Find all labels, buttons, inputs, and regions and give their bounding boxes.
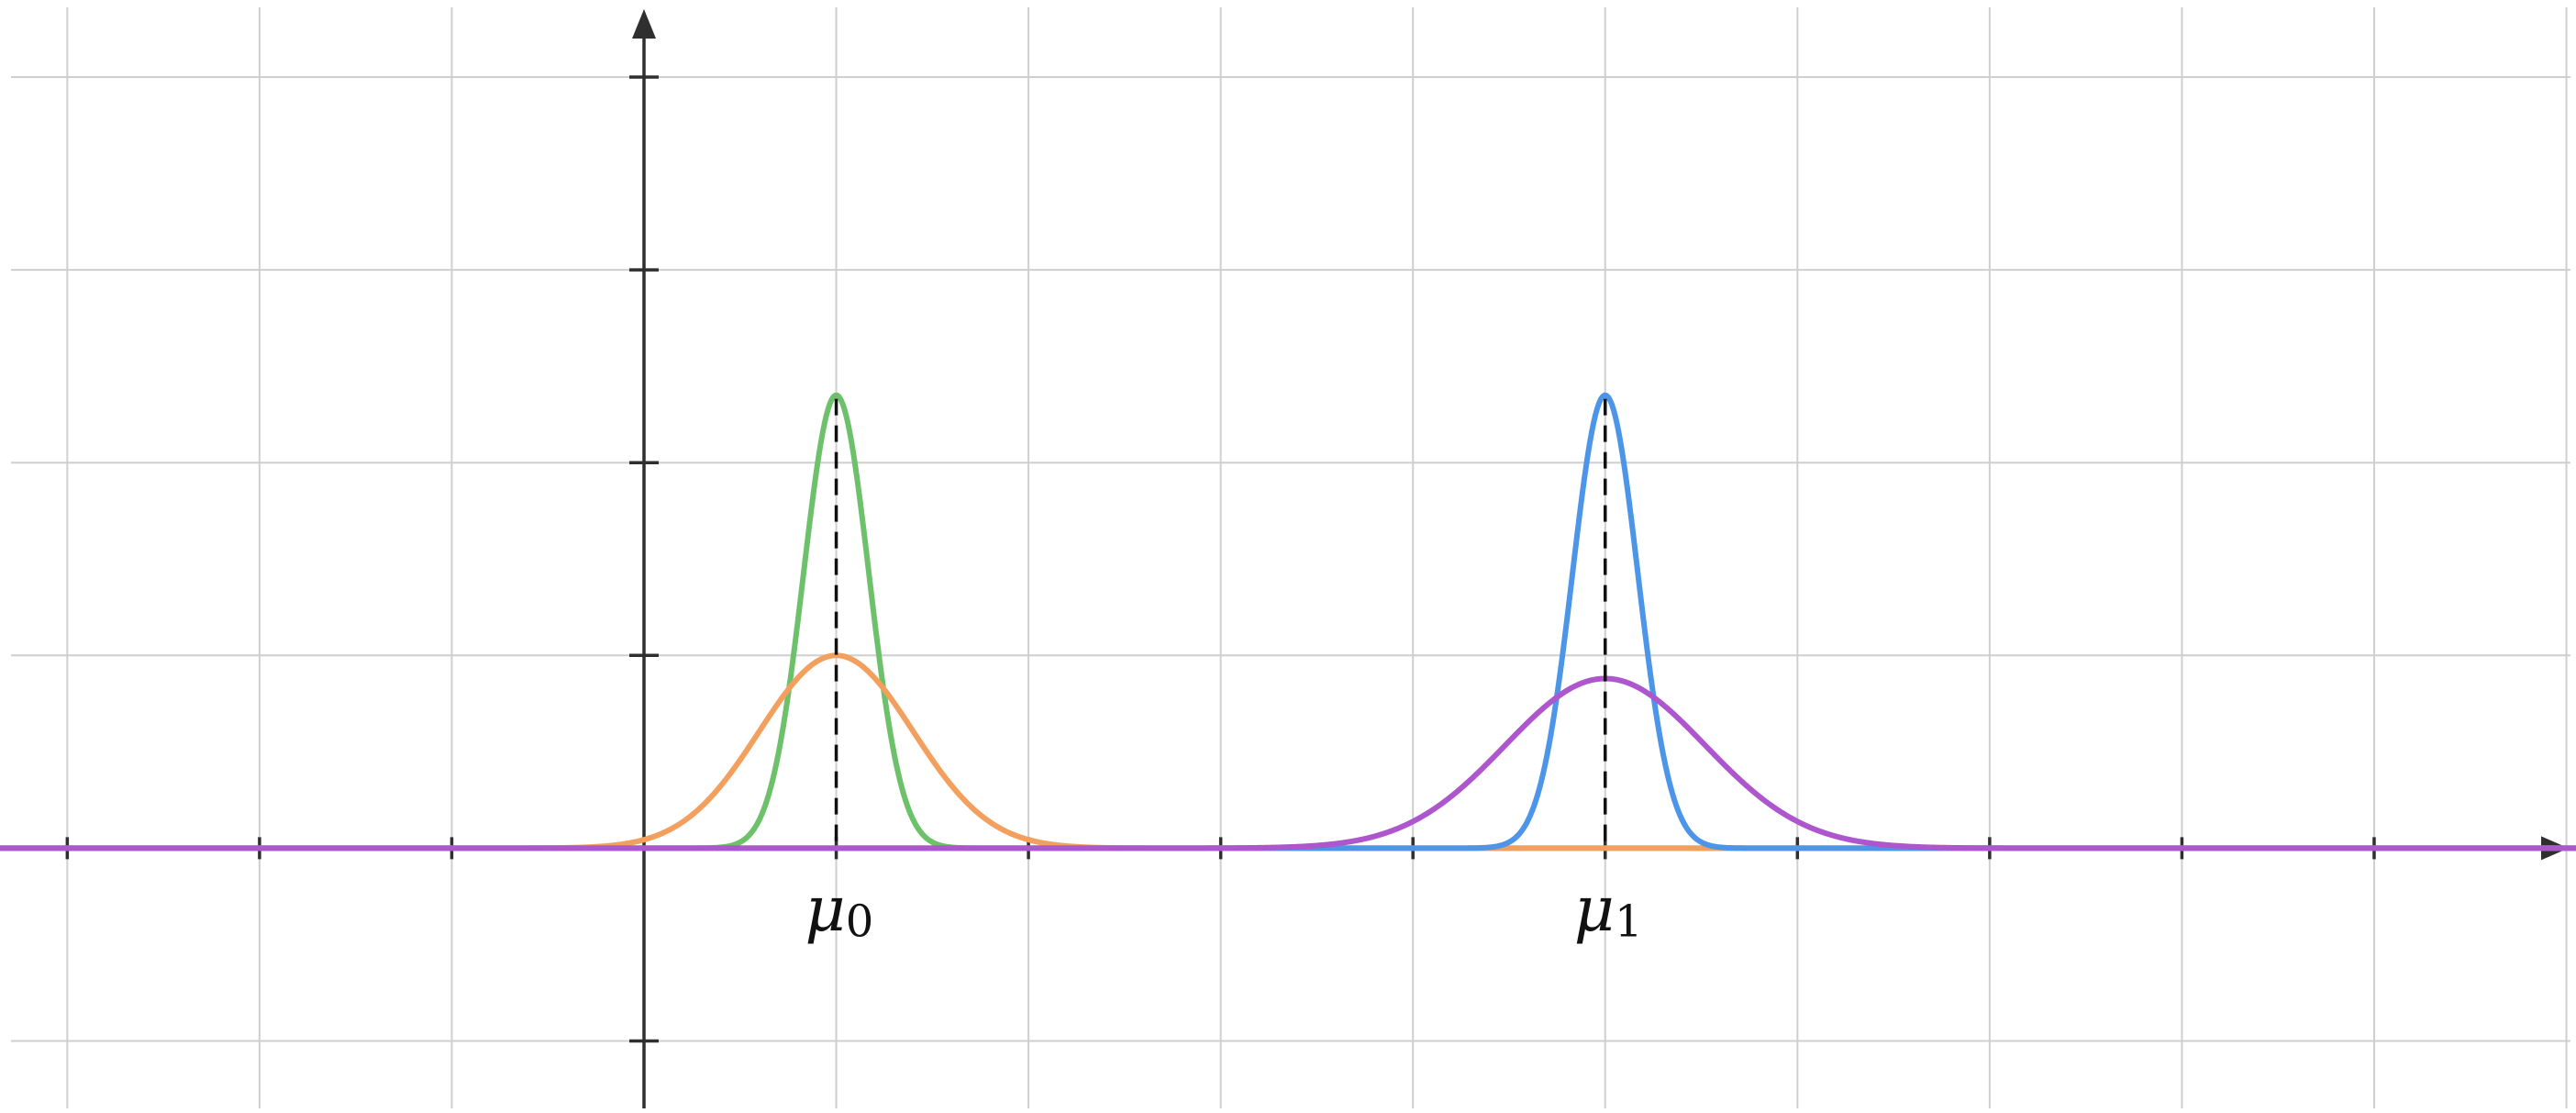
axes <box>11 9 2569 1108</box>
mean-label-0: μ0 <box>805 874 874 947</box>
series-curve-4 <box>0 675 2576 851</box>
y-axis-arrow-icon <box>632 9 656 39</box>
series-curve-2 <box>0 652 2576 851</box>
mean-label-1: μ1 <box>1574 874 1643 947</box>
mean-markers <box>834 398 1607 849</box>
series-curves <box>0 392 2576 851</box>
grid <box>11 7 2570 1108</box>
mean-labels: μ0 μ1 <box>805 874 1643 947</box>
